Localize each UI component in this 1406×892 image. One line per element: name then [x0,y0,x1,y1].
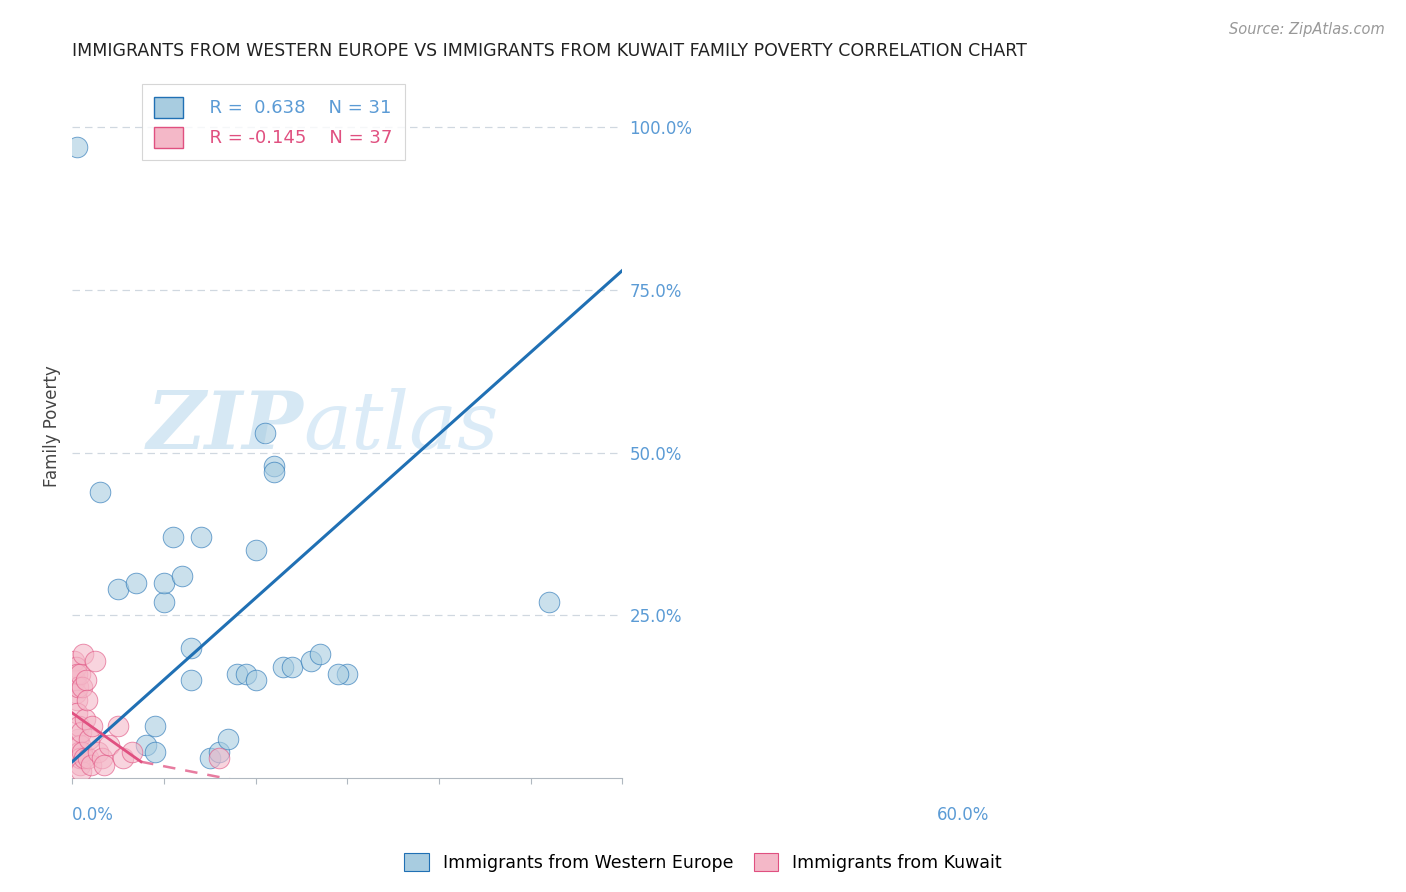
Point [67,719,90,733]
Point [72,648,94,662]
Point [263,465,285,479]
Point [143,745,166,759]
Point [65,686,87,700]
Point [69,751,91,765]
Point [67,745,90,759]
Point [190,530,212,544]
Text: Source: ZipAtlas.com: Source: ZipAtlas.com [1229,22,1385,37]
Point [66,680,89,694]
Point [84,654,107,668]
Point [77,731,100,746]
Text: atlas: atlas [304,388,499,466]
Point [111,751,134,765]
Point [162,530,184,544]
Point [93,758,115,772]
Point [299,654,322,668]
Point [69,666,91,681]
Point [271,660,294,674]
Point [135,739,157,753]
Point [72,680,94,694]
Point [121,745,143,759]
Point [90,751,112,765]
Point [75,673,97,688]
Point [75,713,97,727]
Point [281,660,304,674]
Text: 60.0%: 60.0% [936,806,990,824]
Point [125,575,148,590]
Point [153,575,176,590]
Point [89,484,111,499]
Point [180,640,202,655]
Point [69,758,91,772]
Point [107,719,129,733]
Point [63,654,86,668]
Point [76,693,98,707]
Point [143,719,166,733]
Point [66,706,89,720]
Point [65,660,87,674]
Point [72,745,94,759]
Legend:   R =  0.638    N = 31,   R = -0.145    N = 37: R = 0.638 N = 31, R = -0.145 N = 37 [142,84,405,161]
Point [263,458,285,473]
Point [63,673,86,688]
Point [208,745,231,759]
Point [245,543,267,558]
Point [70,764,93,779]
Point [253,426,276,441]
Text: IMMIGRANTS FROM WESTERN EUROPE VS IMMIGRANTS FROM KUWAIT FAMILY POVERTY CORRELAT: IMMIGRANTS FROM WESTERN EUROPE VS IMMIGR… [72,42,1028,60]
Point [217,731,239,746]
Point [235,666,257,681]
Point [537,595,560,609]
Point [66,731,89,746]
Point [107,582,129,597]
Point [70,725,93,739]
Point [153,595,176,609]
Point [308,648,330,662]
Point [69,739,91,753]
Point [226,666,249,681]
Point [208,751,231,765]
Point [76,751,98,765]
Point [336,666,359,681]
Point [180,673,202,688]
Text: ZIP: ZIP [146,388,304,466]
Point [73,751,96,765]
Point [66,666,89,681]
Text: 0.0%: 0.0% [72,806,114,824]
Point [66,693,89,707]
Point [97,739,120,753]
Point [79,758,101,772]
Point [245,673,267,688]
Point [66,140,89,154]
Y-axis label: Family Poverty: Family Poverty [44,366,60,488]
Point [82,719,104,733]
Point [326,666,349,681]
Point [198,751,221,765]
Point [87,745,110,759]
Point [172,569,194,583]
Legend: Immigrants from Western Europe, Immigrants from Kuwait: Immigrants from Western Europe, Immigran… [398,847,1008,879]
